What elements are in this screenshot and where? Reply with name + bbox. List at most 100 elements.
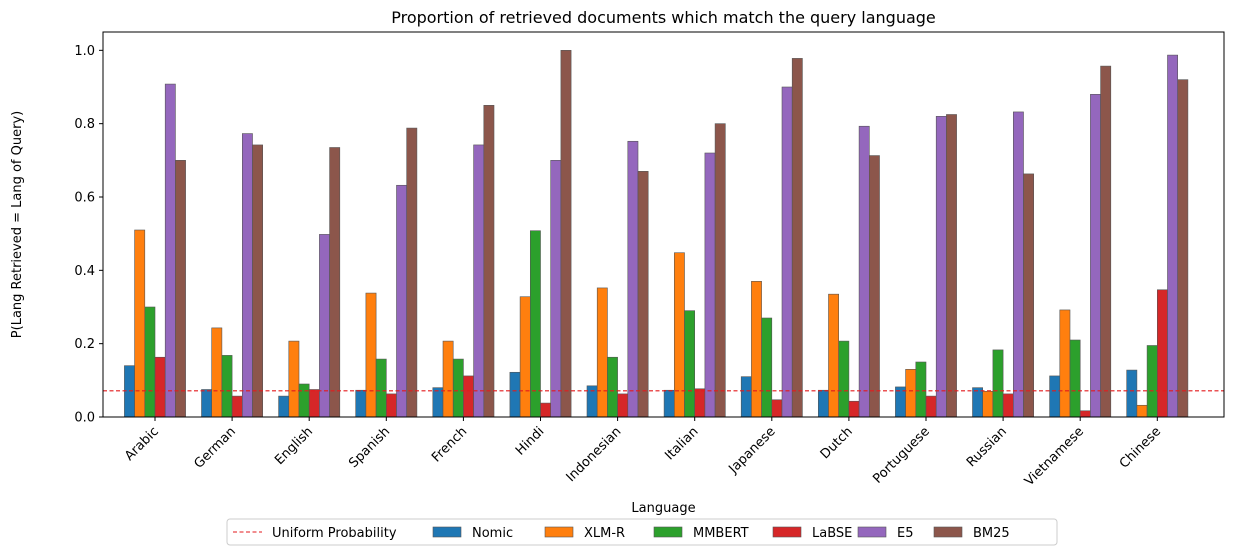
x-tick-label: Spanish: [346, 424, 393, 471]
bar-bm25-dutch: [868, 155, 880, 418]
bar-labse-english: [308, 389, 320, 418]
bar-mmbert-portuguese: [915, 361, 927, 418]
bar-e5-english: [319, 234, 330, 418]
legend-label-labse: LaBSE: [812, 526, 852, 541]
bar-mmbert-english: [298, 383, 310, 418]
bar-mmbert-indonesian: [607, 356, 618, 418]
y-tick-label: 0.2: [74, 337, 95, 352]
axes-frame: [102, 31, 1225, 418]
x-tick-label: English: [272, 424, 316, 468]
bar-nomic-hindi: [509, 371, 521, 418]
legend-marker-e5: [857, 526, 887, 538]
legend-marker-xlm-r: [544, 526, 574, 538]
bar-e5-arabic: [164, 83, 176, 418]
bar-mmbert-russian: [992, 349, 1004, 418]
bar-bm25-indonesian: [637, 171, 649, 418]
y-tick-label: 0.6: [74, 191, 95, 206]
bar-bm25-italian: [714, 123, 726, 418]
bar-e5-portuguese: [935, 116, 947, 418]
legend-marker-nomic: [432, 526, 462, 538]
bar-labse-portuguese: [925, 395, 937, 418]
bar-e5-vietnamese: [1090, 94, 1101, 418]
x-tick-label: French: [429, 424, 470, 465]
bars-group: [124, 50, 1189, 418]
bar-nomic-dutch: [817, 389, 829, 418]
x-tick-label: German: [192, 424, 239, 471]
bar-mmbert-french: [452, 358, 464, 418]
bar-nomic-spanish: [355, 389, 367, 418]
bar-nomic-japanese: [740, 376, 752, 418]
x-tick-label: Portuguese: [870, 424, 932, 486]
bar-bm25-portuguese: [946, 114, 957, 418]
bar-bm25-japanese: [791, 58, 803, 418]
chart-title: Proportion of retrieved documents which …: [391, 8, 936, 27]
bar-labse-german: [231, 395, 243, 418]
bar-nomic-english: [278, 395, 290, 418]
bar-e5-chinese: [1167, 54, 1178, 418]
legend-marker-mmbert: [653, 526, 683, 538]
bar-e5-dutch: [858, 125, 870, 418]
bar-e5-french: [473, 144, 485, 418]
bar-nomic-russian: [972, 387, 983, 418]
bar-labse-italian: [694, 388, 706, 418]
bar-nomic-german: [201, 389, 212, 418]
bar-mmbert-dutch: [838, 340, 850, 418]
y-axis-title: P(Lang Retrieved = Lang of Query): [10, 111, 25, 338]
legend-label-nomic: Nomic: [472, 526, 513, 541]
bar-bm25-german: [252, 144, 263, 418]
bar-e5-hindi: [550, 160, 562, 418]
y-tick-label: 0.0: [74, 411, 95, 426]
bar-xlm-r-french: [442, 340, 454, 418]
bar-labse-vietnamese: [1079, 410, 1091, 418]
x-tick-label: Chinese: [1117, 424, 1164, 471]
x-axis: Arabic German English Spanish French Hindi Ind…: [122, 417, 1164, 489]
bar-e5-japanese: [781, 86, 793, 418]
bar-bm25-spanish: [406, 127, 418, 418]
bar-xlm-r-dutch: [828, 293, 839, 418]
legend-label-mmbert: MMBERT: [693, 526, 749, 541]
bar-bm25-russian: [1023, 173, 1034, 418]
bar-mmbert-spanish: [375, 358, 387, 418]
bar-xlm-r-hindi: [519, 296, 531, 418]
bar-e5-indonesian: [627, 140, 639, 418]
x-tick-label: Dutch: [818, 424, 856, 462]
bar-mmbert-vietnamese: [1069, 339, 1081, 418]
bar-labse-dutch: [848, 400, 860, 418]
bar-xlm-r-indonesian: [596, 287, 608, 418]
bar-xlm-r-japanese: [751, 281, 762, 418]
bar-labse-french: [463, 375, 474, 418]
bar-labse-chinese: [1157, 289, 1168, 418]
y-tick-label: 0.4: [74, 264, 95, 279]
x-tick-label: Indonesian: [564, 424, 625, 485]
bar-e5-russian: [1012, 111, 1024, 418]
bar-xlm-r-arabic: [134, 229, 146, 418]
legend-label-xlm-r: XLM-R: [584, 526, 625, 541]
x-tick-label: Vietnamese: [1022, 424, 1087, 489]
legend-label-uniform-probability: Uniform Probability: [272, 526, 397, 541]
bar-nomic-french: [432, 387, 444, 418]
x-tick-label: Arabic: [122, 424, 162, 464]
bar-xlm-r-russian: [982, 391, 994, 418]
bar-labse-arabic: [154, 356, 166, 418]
bar-mmbert-japanese: [761, 317, 773, 418]
y-tick-label: 0.8: [74, 117, 95, 132]
bar-nomic-italian: [663, 389, 675, 418]
bar-xlm-r-portuguese: [905, 369, 917, 418]
bar-labse-indonesian: [617, 393, 629, 418]
x-tick-label: Japanese: [726, 424, 779, 477]
bar-xlm-r-italian: [673, 252, 685, 418]
x-axis-title: Language: [631, 501, 695, 516]
legend-marker-labse: [772, 526, 802, 538]
bar-bm25-french: [483, 105, 495, 418]
y-tick-label: 1.0: [74, 44, 95, 59]
bar-labse-russian: [1002, 393, 1014, 418]
bar-xlm-r-english: [288, 340, 300, 418]
x-tick-label: Russian: [964, 424, 1010, 470]
bar-mmbert-hindi: [529, 230, 541, 418]
legend: Uniform Probability Nomic XLM-R MMBERT LaBSE…: [226, 518, 1058, 546]
bar-xlm-r-german: [211, 327, 223, 418]
bar-mmbert-chinese: [1146, 345, 1158, 418]
bar-nomic-vietnamese: [1049, 375, 1061, 418]
bar-nomic-chinese: [1126, 369, 1138, 418]
